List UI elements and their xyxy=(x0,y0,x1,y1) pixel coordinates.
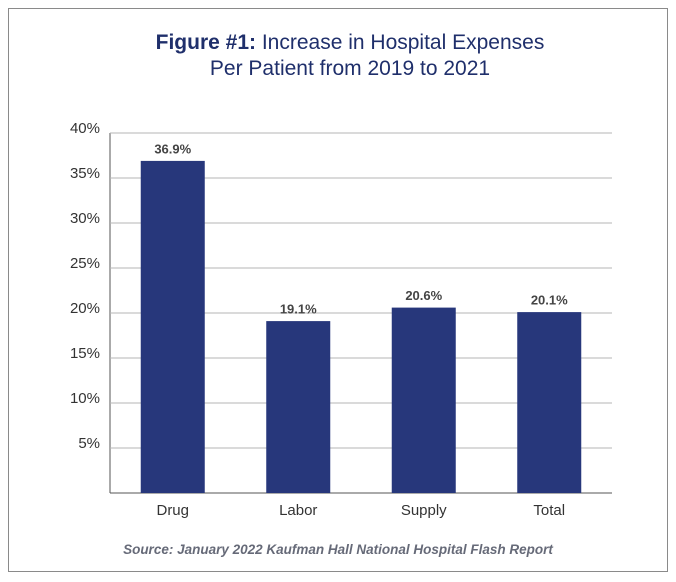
x-tick-label: Labor xyxy=(279,502,317,519)
bar xyxy=(391,307,456,493)
y-tick-label: 20% xyxy=(70,300,100,317)
title-label: Figure #1: xyxy=(155,31,256,54)
value-label: 20.6% xyxy=(405,288,442,303)
y-tick-label: 10% xyxy=(70,390,100,407)
frame xyxy=(8,8,668,572)
y-tick-label: 35% xyxy=(70,165,100,182)
chart-title: Figure #1: Increase in Hospital Expenses… xyxy=(140,30,560,82)
bar xyxy=(140,160,205,493)
title-text: Increase in Hospital Expenses Per Patien… xyxy=(209,31,545,80)
value-label: 19.1% xyxy=(280,302,317,317)
bar xyxy=(517,312,582,493)
y-tick-label: 25% xyxy=(70,255,100,272)
y-tick-label: 30% xyxy=(70,210,100,227)
y-tick-label: 5% xyxy=(78,435,100,452)
x-tick-label: Total xyxy=(533,502,565,519)
x-tick-label: Drug xyxy=(156,502,189,519)
value-label: 36.9% xyxy=(154,141,191,156)
y-tick-label: 15% xyxy=(70,345,100,362)
y-tick-label: 40% xyxy=(70,120,100,137)
source: Source: January 2022 Kaufman Hall Nation… xyxy=(123,542,553,557)
value-label: 20.1% xyxy=(531,293,568,308)
x-tick-label: Supply xyxy=(401,502,447,519)
bar xyxy=(266,321,331,493)
